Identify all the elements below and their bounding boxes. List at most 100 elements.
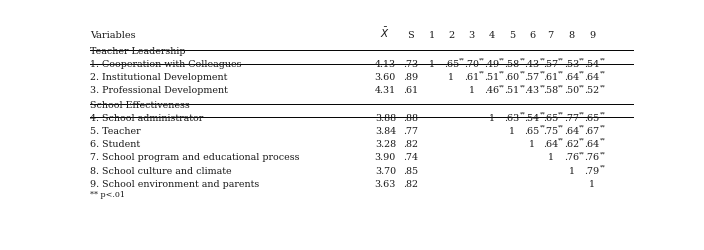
Text: 3.28: 3.28: [375, 140, 396, 149]
Text: **: **: [600, 124, 605, 129]
Text: 9. School environment and parents: 9. School environment and parents: [89, 179, 259, 188]
Text: 9: 9: [589, 31, 595, 40]
Text: 1: 1: [429, 31, 435, 40]
Text: **: **: [579, 70, 585, 76]
Text: 3.90: 3.90: [375, 153, 396, 162]
Text: 3.60: 3.60: [375, 73, 396, 82]
Text: 5. Teacher: 5. Teacher: [89, 127, 140, 136]
Text: 4. School administrator: 4. School administrator: [89, 114, 203, 122]
Text: .58: .58: [543, 86, 558, 95]
Text: .61: .61: [464, 73, 479, 82]
Text: **: **: [579, 58, 585, 62]
Text: 1: 1: [509, 127, 515, 136]
Text: .57: .57: [524, 73, 540, 82]
Text: **: **: [540, 111, 546, 116]
Text: **: **: [558, 70, 564, 76]
Text: .64: .64: [584, 73, 600, 82]
Text: .88: .88: [403, 114, 418, 122]
Text: .46: .46: [484, 86, 499, 95]
Text: .51: .51: [504, 86, 520, 95]
Text: 3.63: 3.63: [375, 179, 396, 188]
Text: **: **: [459, 58, 465, 62]
Text: 1: 1: [489, 114, 495, 122]
Text: 8: 8: [568, 31, 574, 40]
Text: **: **: [558, 84, 564, 89]
Text: **: **: [600, 164, 605, 168]
Text: .54: .54: [584, 60, 600, 69]
Text: **: **: [579, 137, 585, 142]
Text: Variables: Variables: [89, 31, 135, 40]
Text: .65: .65: [444, 60, 459, 69]
Text: **: **: [579, 150, 585, 156]
Text: 4: 4: [489, 31, 495, 40]
Text: Teacher Leadership: Teacher Leadership: [89, 46, 185, 56]
Text: **: **: [540, 84, 546, 89]
Text: .43: .43: [524, 86, 540, 95]
Text: .79: .79: [584, 166, 600, 175]
Text: **: **: [600, 137, 605, 142]
Text: 1. Cooperation with Colleagues: 1. Cooperation with Colleagues: [89, 60, 241, 69]
Text: .61: .61: [543, 73, 558, 82]
Text: .64: .64: [543, 140, 558, 149]
Text: .65: .65: [543, 114, 558, 122]
Text: .82: .82: [403, 140, 418, 149]
Text: .65: .65: [524, 127, 540, 136]
Text: 3.84: 3.84: [375, 127, 396, 136]
Text: .64: .64: [564, 73, 579, 82]
Text: .49: .49: [484, 60, 499, 69]
Text: .76: .76: [584, 153, 600, 162]
Text: **: **: [520, 70, 525, 76]
Text: 1: 1: [448, 73, 454, 82]
Text: **: **: [600, 84, 605, 89]
Text: **: **: [479, 70, 485, 76]
Text: **: **: [558, 137, 564, 142]
Text: **: **: [600, 70, 605, 76]
Text: .75: .75: [543, 127, 558, 136]
Text: ** p<.01: ** p<.01: [89, 190, 125, 198]
Text: **: **: [520, 111, 525, 116]
Text: .60: .60: [504, 73, 520, 82]
Text: 5: 5: [509, 31, 515, 40]
Text: 4.31: 4.31: [375, 86, 396, 95]
Text: S: S: [408, 31, 415, 40]
Text: **: **: [558, 58, 564, 62]
Text: **: **: [540, 124, 546, 129]
Text: **: **: [579, 124, 585, 129]
Text: 1: 1: [529, 140, 535, 149]
Text: .64: .64: [584, 140, 600, 149]
Text: **: **: [520, 84, 525, 89]
Text: .51: .51: [484, 73, 499, 82]
Text: .52: .52: [584, 86, 600, 95]
Text: **: **: [600, 150, 605, 156]
Text: .62: .62: [564, 140, 579, 149]
Text: **: **: [499, 70, 505, 76]
Text: .73: .73: [403, 60, 419, 69]
Text: .74: .74: [403, 153, 418, 162]
Text: School Effectiveness: School Effectiveness: [89, 100, 189, 109]
Text: .76: .76: [564, 153, 579, 162]
Text: 1: 1: [589, 179, 595, 188]
Text: 1: 1: [429, 60, 435, 69]
Text: 3.88: 3.88: [375, 114, 396, 122]
Text: **: **: [579, 111, 585, 116]
Text: 1: 1: [548, 153, 553, 162]
Text: .53: .53: [564, 60, 579, 69]
Text: .89: .89: [403, 73, 419, 82]
Text: 8. School culture and climate: 8. School culture and climate: [89, 166, 231, 175]
Text: **: **: [600, 111, 605, 116]
Text: 1: 1: [568, 166, 574, 175]
Text: 2: 2: [448, 31, 455, 40]
Text: .82: .82: [403, 179, 418, 188]
Text: **: **: [579, 84, 585, 89]
Text: .64: .64: [564, 127, 579, 136]
Text: 2. Institutional Development: 2. Institutional Development: [89, 73, 227, 82]
Text: 4.13: 4.13: [375, 60, 396, 69]
Text: 6: 6: [529, 31, 535, 40]
Text: .85: .85: [403, 166, 419, 175]
Text: **: **: [499, 84, 505, 89]
Text: **: **: [558, 124, 564, 129]
Text: **: **: [600, 58, 605, 62]
Text: .54: .54: [524, 114, 540, 122]
Text: .61: .61: [403, 86, 419, 95]
Text: .43: .43: [524, 60, 540, 69]
